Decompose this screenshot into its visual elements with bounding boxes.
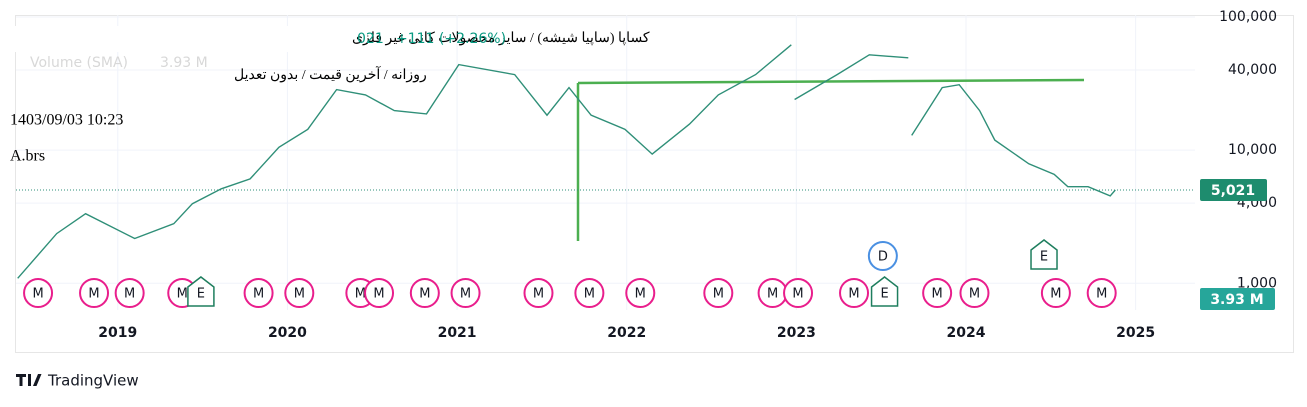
x-tick-label: 2020	[268, 325, 307, 341]
x-tick-label: 2024	[947, 325, 986, 341]
volume-caption: Volume (SMA)	[30, 55, 128, 71]
plot	[16, 44, 1195, 279]
event-marker	[187, 276, 215, 307]
timestamp: 1403/09/03 10:23	[10, 112, 123, 129]
event-label: M	[848, 287, 859, 302]
event-marker	[79, 278, 110, 308]
volume-value: 3.93 M	[160, 55, 208, 71]
chart-title: کساپا (ساپیا شیشه) / سایر محصولات کانی غ…	[352, 31, 650, 46]
volume-box	[1200, 288, 1275, 310]
event-marker	[1086, 278, 1117, 308]
interval: روزانه / آخرین قیمت / بدون تعدیل	[234, 65, 427, 83]
event-label: M	[713, 287, 724, 302]
source: A.brs	[10, 148, 45, 165]
brand-logo	[16, 374, 42, 386]
volume-label: 3.93 M	[1210, 292, 1263, 308]
event-marker	[1030, 239, 1058, 270]
event-label: M	[1050, 287, 1061, 302]
event-label: M	[460, 287, 471, 302]
last-price-label: 5,021	[1211, 183, 1255, 199]
event-marker	[839, 278, 870, 308]
event-marker	[364, 278, 395, 308]
event-marker	[867, 241, 898, 271]
event-marker	[870, 276, 899, 307]
event-marker	[922, 278, 953, 308]
event-label: M	[355, 287, 366, 302]
event-marker	[1040, 278, 1071, 308]
brand: TradingView	[47, 372, 139, 390]
event-marker	[625, 278, 656, 308]
x-tick-label: 2022	[607, 325, 646, 341]
event-label: D	[878, 250, 888, 265]
y-tick-label: 40,000	[1228, 62, 1277, 78]
event-label: M	[533, 287, 544, 302]
event-marker	[523, 278, 554, 308]
x-tick-label: 2023	[777, 325, 816, 341]
event-label: M	[32, 287, 43, 302]
event-label: M	[584, 287, 595, 302]
event-marker	[23, 278, 54, 308]
event-label: M	[88, 287, 99, 302]
price-line	[17, 44, 1116, 279]
event-marker	[450, 278, 481, 308]
x-tick-label: 2025	[1116, 325, 1155, 341]
y-tick-label: 10,000	[1228, 142, 1277, 158]
event-label: M	[635, 287, 646, 302]
event-label: M	[932, 287, 943, 302]
event-marker	[574, 278, 605, 308]
event-label: M	[419, 287, 430, 302]
event-label: M	[124, 287, 135, 302]
price-change: +111 (+2.26%)	[396, 31, 506, 47]
event-label: M	[1096, 287, 1107, 302]
x-tick-label: 2021	[438, 325, 477, 341]
event-marker	[703, 278, 734, 308]
y-tick-label: 1,000	[1237, 275, 1277, 291]
grid	[16, 15, 1195, 310]
event-label: M	[373, 287, 384, 302]
event-label: M	[969, 287, 980, 302]
event-label: M	[294, 287, 305, 302]
drawn-horizontal-line	[577, 78, 1085, 85]
event-label: E	[197, 287, 205, 302]
event-label: E	[880, 287, 888, 302]
event-label: M	[792, 287, 803, 302]
event-label: M	[253, 287, 264, 302]
title-backing	[8, 26, 354, 52]
price: 021	[357, 31, 384, 47]
event-label: M	[767, 287, 778, 302]
event-marker	[409, 278, 440, 308]
last-price-box	[1200, 178, 1267, 201]
event-marker	[114, 278, 145, 308]
event-marker	[284, 278, 315, 308]
y-tick-label: 100,000	[1219, 9, 1277, 25]
event-label: M	[177, 287, 188, 302]
event-marker	[783, 278, 814, 308]
event-marker	[959, 278, 990, 308]
event-marker	[243, 278, 274, 308]
event-label: E	[1040, 250, 1048, 265]
x-tick-label: 2019	[98, 325, 137, 341]
